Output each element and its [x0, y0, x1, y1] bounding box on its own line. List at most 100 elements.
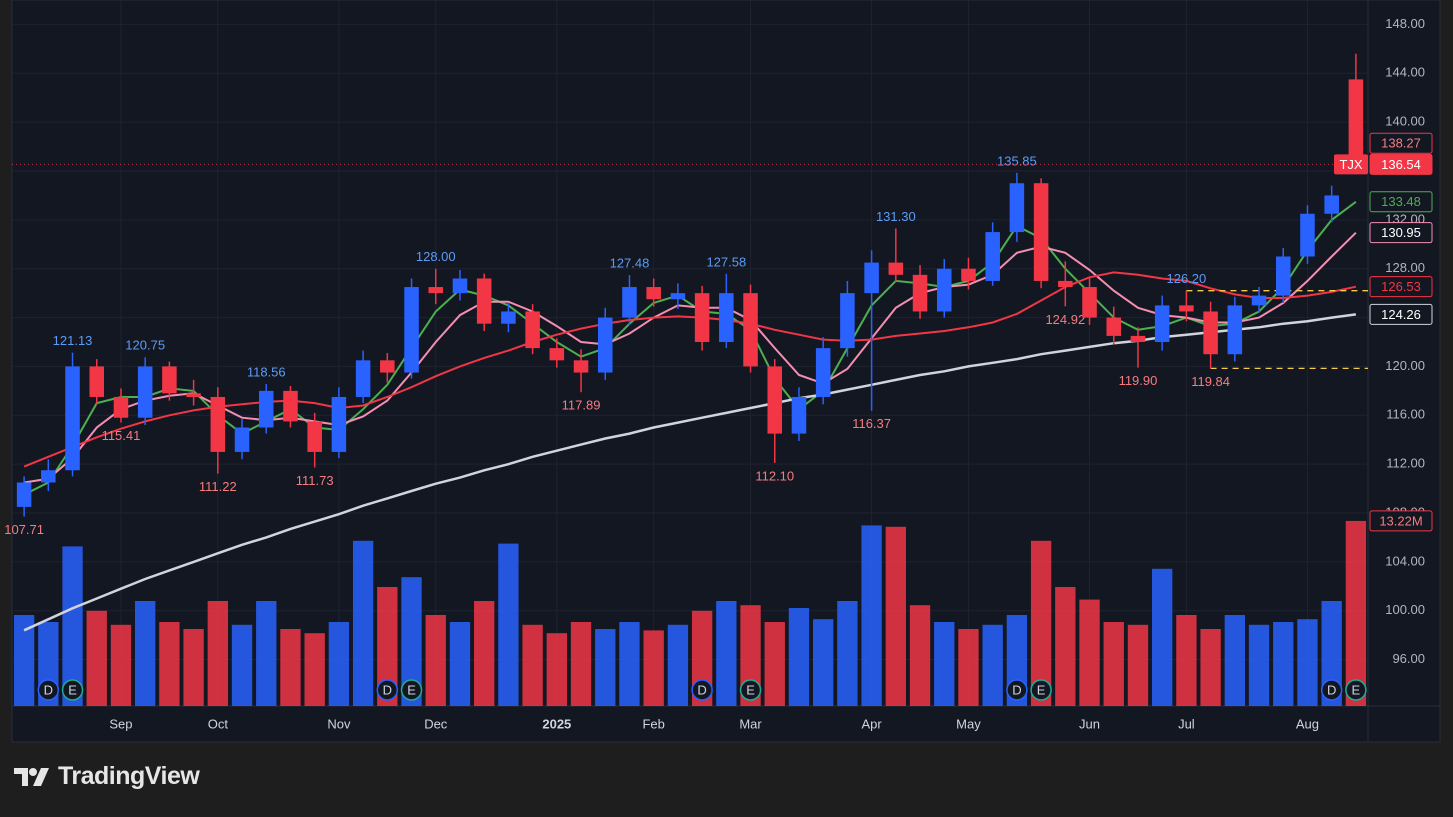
y-tick-label: 112.00 — [1386, 456, 1425, 471]
candle-body — [1058, 280, 1073, 288]
volume-bar — [643, 630, 664, 706]
event-marker — [37, 679, 60, 701]
volume-bar — [135, 601, 156, 706]
x-tick-label: Nov — [327, 716, 351, 731]
low-label: 117.89 — [562, 398, 601, 413]
candle-body — [1251, 295, 1267, 306]
volume-bar — [425, 615, 446, 706]
candle-body — [1033, 183, 1049, 281]
volume-bar — [595, 629, 616, 706]
high-label: 128.00 — [416, 249, 456, 264]
symbol-label: TJX — [1339, 157, 1362, 172]
volume-bar — [498, 543, 519, 706]
candle-body — [1227, 305, 1243, 355]
volume-bar — [13, 615, 35, 706]
candle-body — [113, 396, 129, 418]
volume-bar — [1297, 619, 1318, 706]
candle-body — [1154, 305, 1170, 343]
volume-bar — [1273, 622, 1294, 706]
low-label: 112.10 — [755, 468, 794, 483]
event-label: D — [1012, 682, 1021, 697]
event-label: D — [1327, 682, 1336, 697]
x-tick-label: Aug — [1296, 716, 1319, 731]
candle-body — [137, 366, 153, 418]
volume-bar — [667, 624, 689, 706]
event-marker — [1030, 679, 1052, 701]
volume-bar — [861, 525, 882, 706]
candle-body — [16, 482, 32, 507]
event-label: E — [1037, 682, 1046, 697]
candle-body — [912, 274, 928, 312]
ma-value-label: 126.53 — [1381, 279, 1421, 294]
brand-logo — [14, 767, 49, 786]
candle-body — [646, 287, 661, 300]
volume-bar — [256, 601, 277, 706]
candle-body — [936, 268, 952, 312]
event-marker — [691, 679, 713, 701]
low-label: 124.92 — [1045, 312, 1085, 327]
ma-value-label-box — [1369, 222, 1433, 244]
candle-body — [1275, 256, 1291, 296]
x-tick-label: Oct — [208, 716, 229, 731]
volume-bar — [1321, 601, 1342, 706]
ma-value-label-box — [1369, 276, 1433, 298]
ma-value-label-box — [1369, 191, 1433, 213]
candle-body — [961, 268, 976, 281]
last-price-label-box — [1369, 153, 1433, 175]
event-label: E — [68, 682, 77, 697]
candle-body — [791, 396, 807, 434]
high-label: 118.56 — [247, 364, 286, 379]
volume-bar — [1248, 624, 1270, 706]
candle-body — [840, 293, 855, 349]
volume-bar — [159, 622, 180, 706]
volume-value-label: 13.22M — [1379, 513, 1422, 528]
candle-body — [573, 360, 589, 373]
event-marker — [1345, 679, 1367, 701]
volume-bar — [522, 624, 543, 706]
event-marker — [1320, 679, 1343, 701]
volume-bar — [1224, 615, 1245, 706]
volume-bar — [813, 619, 834, 706]
high-label: 131.30 — [876, 209, 916, 224]
volume-bar — [716, 601, 737, 706]
event-marker — [739, 679, 762, 701]
event-label: E — [1352, 682, 1361, 697]
y-tick-label: 116.00 — [1386, 407, 1425, 422]
event-label: E — [407, 682, 416, 697]
reference-price-label-box — [1369, 132, 1433, 154]
last-price-label: 136.54 — [1381, 157, 1421, 172]
volume-bar — [328, 622, 350, 706]
chart: 96.00100.00104.00108.00112.00116.00120.0… — [4, 0, 1441, 743]
high-label: 135.85 — [997, 153, 1037, 168]
low-label: 111.22 — [199, 479, 237, 494]
ma-value-label: 130.95 — [1381, 225, 1421, 240]
volume-bar — [1079, 599, 1100, 706]
volume-bar — [62, 546, 83, 706]
volume-bar — [837, 601, 858, 706]
ma-value-label: 133.48 — [1381, 194, 1421, 209]
candle-body — [888, 262, 904, 275]
candle-body — [1106, 317, 1122, 336]
symbol-box — [1334, 154, 1368, 175]
volume-bar — [619, 622, 640, 706]
volume-bar — [449, 622, 471, 706]
volume-bar — [352, 540, 374, 706]
candle-body — [1203, 311, 1218, 355]
low-label: 116.37 — [852, 416, 891, 431]
high-label: 127.48 — [610, 256, 650, 271]
low-label: 107.71 — [4, 522, 44, 537]
low-label: 119.84 — [1191, 374, 1230, 389]
candle-body — [283, 390, 298, 422]
x-tick-label: Sep — [109, 716, 132, 731]
volume-bar — [1055, 587, 1076, 706]
candle-body — [1324, 195, 1339, 214]
candle-body — [258, 390, 274, 428]
candle-body — [1009, 183, 1025, 233]
candle-body — [622, 287, 637, 318]
event-marker — [61, 679, 84, 701]
x-tick-label: May — [956, 716, 981, 731]
candle-body — [89, 366, 105, 397]
candle-body — [743, 293, 758, 367]
x-tick-label: Jun — [1079, 716, 1100, 731]
